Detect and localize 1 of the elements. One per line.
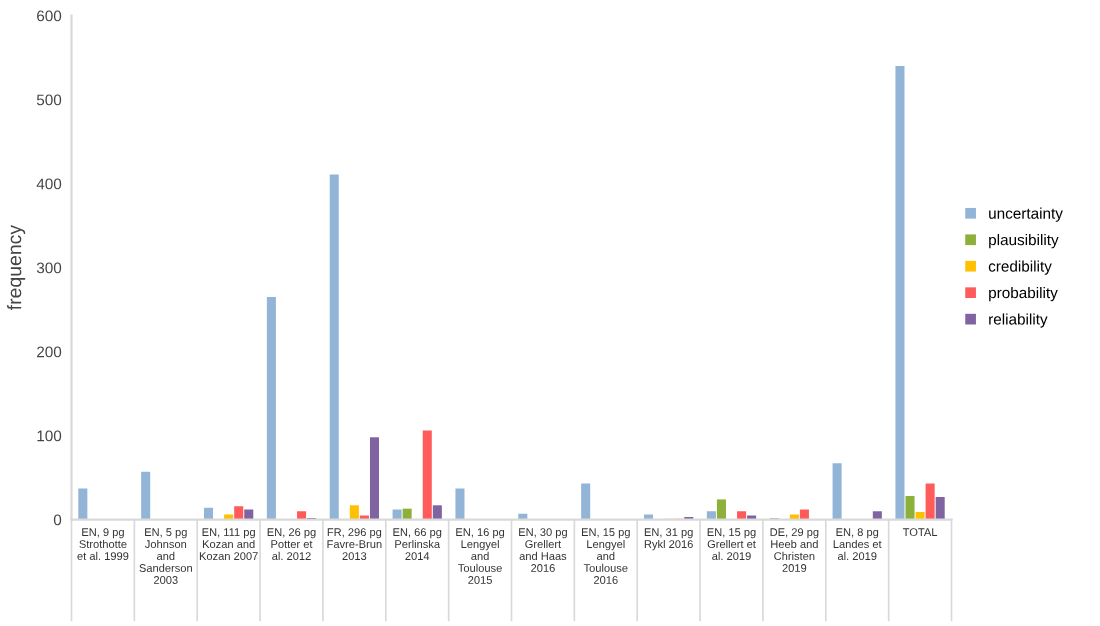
y-axis-title: frequency [7,224,26,311]
